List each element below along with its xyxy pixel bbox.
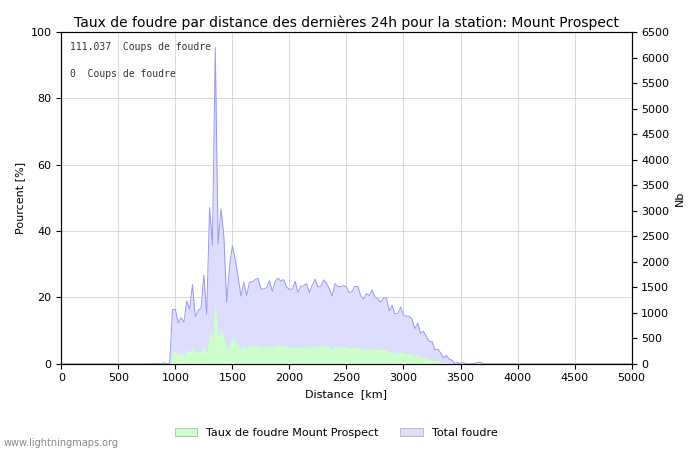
Text: www.lightningmaps.org: www.lightningmaps.org xyxy=(4,438,118,448)
Y-axis label: Pourcent [%]: Pourcent [%] xyxy=(15,162,25,234)
Legend: Taux de foudre Mount Prospect, Total foudre: Taux de foudre Mount Prospect, Total fou… xyxy=(170,423,502,442)
Title: Taux de foudre par distance des dernières 24h pour la station: Mount Prospect: Taux de foudre par distance des dernière… xyxy=(74,15,619,30)
Text: 111.037  Coups de foudre: 111.037 Coups de foudre xyxy=(70,42,211,52)
Y-axis label: Nb: Nb xyxy=(675,190,685,206)
Text: 0  Coups de foudre: 0 Coups de foudre xyxy=(70,68,176,79)
X-axis label: Distance  [km]: Distance [km] xyxy=(305,389,387,399)
